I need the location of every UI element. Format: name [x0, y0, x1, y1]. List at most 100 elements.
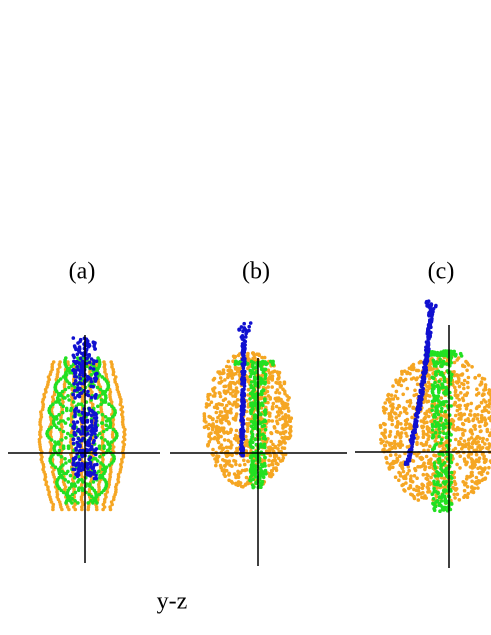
point [439, 499, 444, 503]
point [242, 345, 247, 350]
point [419, 391, 424, 395]
point [428, 319, 433, 324]
point [476, 486, 480, 490]
point [53, 465, 58, 470]
point [468, 429, 473, 433]
point [469, 436, 474, 440]
point [407, 426, 412, 430]
point [92, 463, 97, 467]
point [260, 392, 264, 397]
point [249, 403, 253, 408]
point [99, 402, 103, 407]
point [68, 433, 73, 438]
point [463, 393, 467, 397]
point [248, 374, 253, 379]
point [51, 463, 55, 467]
point [75, 352, 80, 357]
point [242, 338, 246, 343]
point [99, 461, 103, 465]
point [241, 329, 245, 334]
point [73, 467, 77, 472]
point [261, 370, 266, 375]
point [270, 459, 275, 464]
point [388, 429, 393, 434]
point [207, 434, 212, 438]
point [281, 415, 285, 419]
point [408, 456, 412, 460]
point [477, 456, 482, 461]
point [464, 461, 469, 466]
point [434, 364, 438, 368]
point [432, 503, 437, 507]
point [432, 461, 437, 465]
point [260, 444, 265, 449]
point [99, 436, 104, 440]
point [253, 398, 258, 402]
point [260, 469, 264, 473]
point [410, 415, 414, 420]
point [246, 393, 250, 397]
point [439, 416, 443, 421]
point [100, 375, 104, 379]
point [223, 391, 228, 396]
point [246, 423, 250, 428]
point [76, 470, 80, 474]
point [284, 416, 288, 420]
point [231, 389, 236, 393]
point [482, 398, 486, 402]
point [238, 481, 243, 485]
point [64, 461, 68, 465]
point [425, 304, 429, 308]
point [475, 417, 480, 421]
point [71, 336, 76, 340]
point [95, 507, 99, 512]
point [229, 440, 233, 444]
point [439, 372, 444, 377]
point [236, 353, 241, 358]
point [227, 400, 231, 405]
point [49, 500, 54, 504]
point [63, 457, 67, 461]
point [94, 428, 98, 433]
point [283, 413, 288, 417]
point [437, 434, 442, 439]
point [245, 429, 250, 434]
point [437, 379, 442, 384]
point [104, 419, 109, 423]
point [251, 351, 256, 356]
point [437, 495, 442, 500]
point [421, 435, 426, 440]
point [480, 376, 485, 381]
point [242, 326, 247, 330]
point [428, 394, 432, 398]
point [254, 370, 258, 375]
point [387, 466, 392, 470]
point [470, 365, 474, 369]
point [399, 431, 404, 435]
point [260, 373, 265, 377]
point [378, 425, 383, 430]
point [234, 428, 239, 433]
point [76, 402, 81, 407]
point [229, 368, 233, 373]
point [78, 443, 82, 447]
point [241, 353, 245, 358]
point [241, 364, 245, 368]
point [453, 437, 458, 442]
point [70, 496, 74, 501]
point [277, 439, 282, 444]
point [236, 483, 240, 488]
point [249, 430, 254, 434]
caption: y-z [157, 589, 188, 615]
point [243, 462, 247, 467]
point [425, 349, 429, 354]
point [424, 340, 429, 344]
point [397, 478, 401, 483]
point [57, 427, 62, 432]
point [212, 405, 217, 410]
point [80, 418, 84, 422]
point [95, 501, 99, 505]
point [448, 378, 453, 383]
point [63, 387, 68, 392]
point [429, 475, 433, 480]
